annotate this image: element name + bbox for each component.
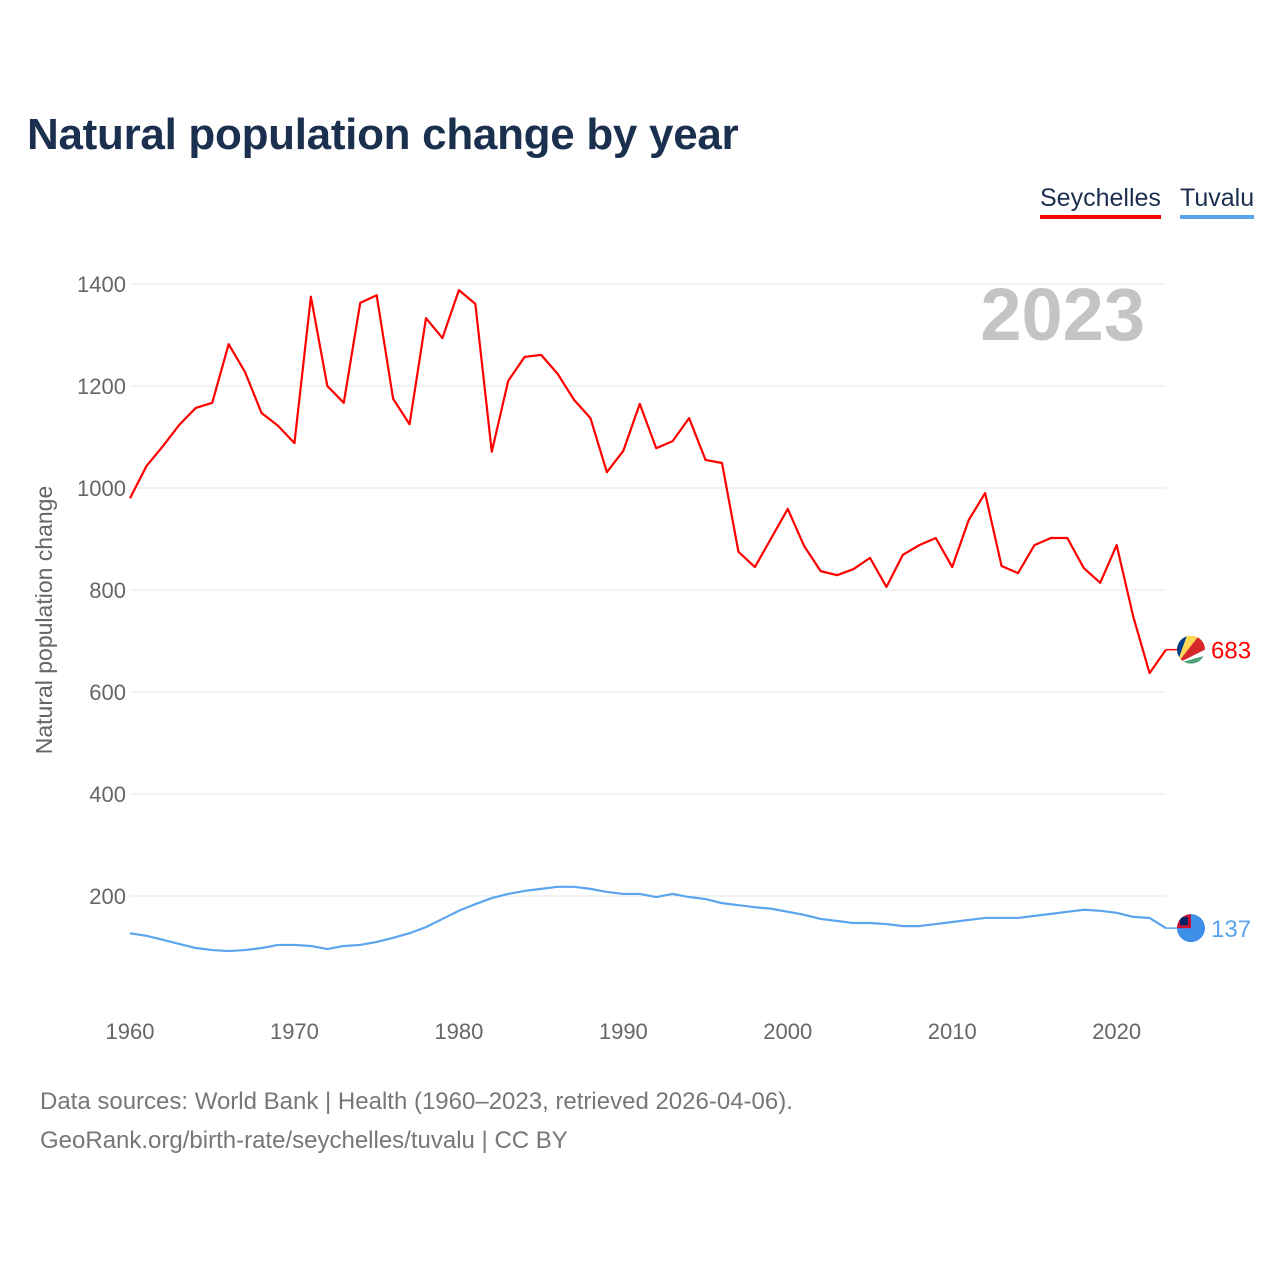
- y-tick-label: 1200: [77, 374, 126, 399]
- x-tick-label: 1990: [599, 1019, 648, 1044]
- chart-title: Natural population change by year: [27, 110, 739, 159]
- y-tick-label: 600: [89, 680, 126, 705]
- y-axis-label: Natural population change: [31, 486, 57, 755]
- x-tick-label: 2020: [1092, 1019, 1141, 1044]
- tuvalu-flag-icon: [1177, 914, 1205, 943]
- x-tick-label: 1960: [106, 1019, 155, 1044]
- y-tick-label: 1000: [77, 476, 126, 501]
- end-value-label: 137: [1211, 916, 1251, 943]
- year-label: 2023: [980, 273, 1145, 356]
- series-line-tuvalu: [129, 885, 1167, 953]
- x-tick-label: 1980: [434, 1019, 483, 1044]
- footer-link[interactable]: GeoRank.org/birth-rate/seychelles/tuvalu…: [40, 1127, 568, 1154]
- x-tick-label: 2010: [928, 1019, 977, 1044]
- y-tick-label: 800: [89, 578, 126, 603]
- end-value-label: 683: [1211, 638, 1251, 665]
- x-tick-label: 1970: [270, 1019, 319, 1044]
- y-tick-label: 200: [89, 884, 126, 909]
- y-tick-label: 1400: [77, 272, 126, 297]
- legend-item-tuvalu[interactable]: Tuvalu: [1180, 184, 1255, 219]
- y-tick-label: 400: [89, 782, 126, 807]
- x-tick-label: 2000: [763, 1019, 812, 1044]
- seychelles-flag-icon: [1177, 635, 1205, 664]
- footer-source: Data sources: World Bank | Health (1960–…: [40, 1088, 793, 1115]
- legend-item-seychelles[interactable]: Seychelles: [1040, 184, 1161, 219]
- series-line-seychelles: [129, 289, 1167, 675]
